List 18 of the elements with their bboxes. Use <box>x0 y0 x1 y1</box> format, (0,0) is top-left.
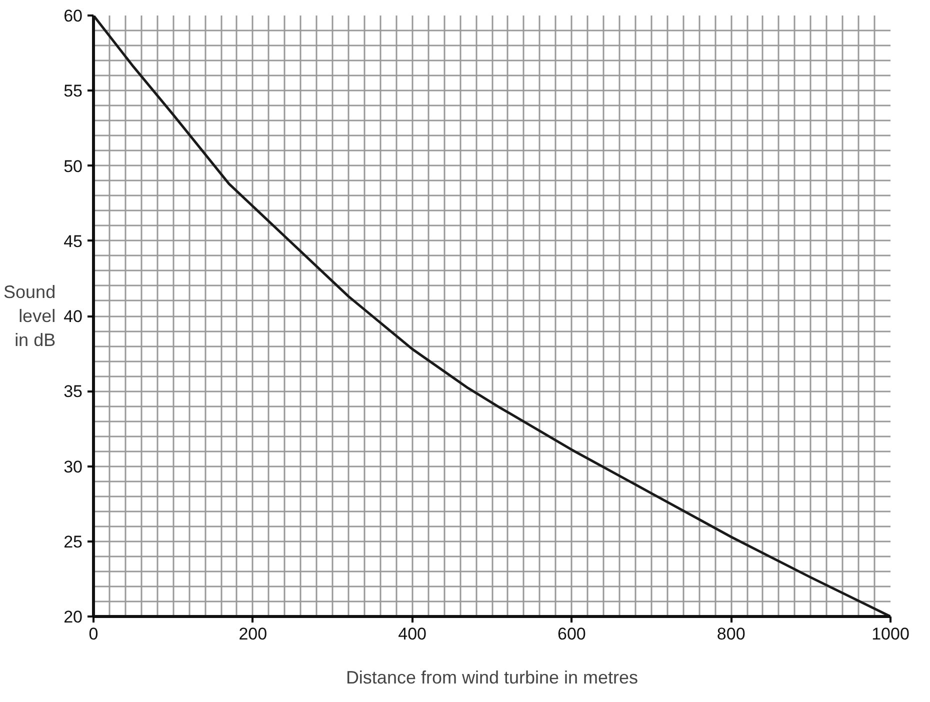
y-tick-label: 45 <box>64 232 83 251</box>
x-tick-label: 800 <box>716 624 746 644</box>
y-tick-label: 55 <box>64 82 83 101</box>
x-tick-label: 200 <box>238 624 268 644</box>
y-tick-label: 25 <box>64 532 83 552</box>
y-tick-label: 40 <box>64 307 83 326</box>
x-tick-label: 0 <box>88 624 98 644</box>
x-tick-label: 600 <box>558 624 586 644</box>
y-tick-label: 50 <box>64 156 83 176</box>
y-tick-label: 35 <box>64 382 83 402</box>
y-tick-label: 30 <box>64 457 83 476</box>
x-tick-label: 400 <box>398 624 426 644</box>
y-axis-title: Sound level in dB <box>4 282 56 350</box>
line-series <box>94 16 890 616</box>
x-axis-title: Distance from wind turbine in metres <box>346 668 638 688</box>
x-tick-label: 1000 <box>872 624 910 644</box>
y-tick-label: 60 <box>64 6 83 26</box>
y-tick-label: 20 <box>64 608 83 626</box>
